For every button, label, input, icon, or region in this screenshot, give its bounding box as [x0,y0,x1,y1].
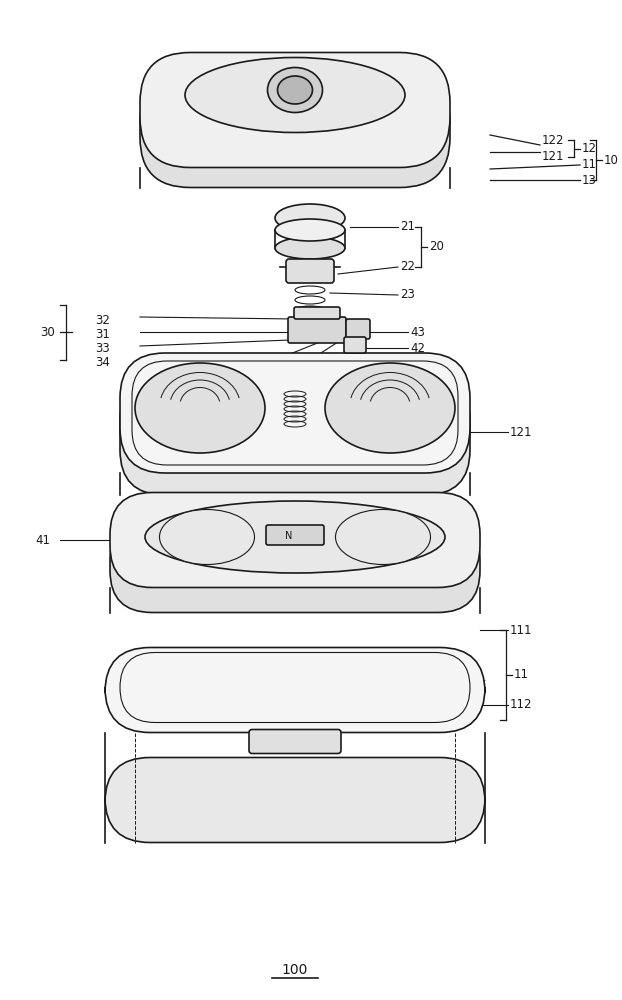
Ellipse shape [267,68,322,112]
FancyBboxPatch shape [286,259,334,283]
Text: N: N [285,531,293,541]
Ellipse shape [275,237,345,259]
Text: 43: 43 [410,326,425,338]
Text: 41: 41 [35,534,50,546]
Text: 100: 100 [282,963,308,977]
Text: 111: 111 [510,624,532,637]
FancyBboxPatch shape [120,353,470,473]
Text: 13: 13 [582,174,597,186]
Ellipse shape [335,510,430,564]
Ellipse shape [275,204,345,232]
FancyBboxPatch shape [110,518,480,612]
Text: 342: 342 [298,357,320,369]
Text: 13: 13 [390,378,405,391]
Ellipse shape [145,501,445,573]
FancyBboxPatch shape [110,492,480,587]
Text: 21: 21 [400,221,415,233]
FancyBboxPatch shape [294,307,340,319]
Text: 112: 112 [510,698,532,712]
Text: 122: 122 [542,133,565,146]
Text: 34: 34 [95,357,110,369]
Ellipse shape [277,76,312,104]
Ellipse shape [275,219,345,241]
Text: 11: 11 [582,158,597,172]
FancyBboxPatch shape [105,648,485,732]
Text: 33: 33 [95,342,109,356]
FancyBboxPatch shape [288,317,346,343]
Text: 121: 121 [510,426,532,438]
Ellipse shape [135,363,265,453]
Ellipse shape [185,57,405,132]
FancyBboxPatch shape [249,730,341,754]
Text: 10: 10 [604,153,619,166]
FancyBboxPatch shape [266,525,324,545]
FancyBboxPatch shape [346,319,370,339]
Text: 341: 341 [265,357,287,369]
Text: 20: 20 [429,240,444,253]
Text: 11: 11 [514,668,529,682]
Text: 22: 22 [400,260,415,273]
Text: 31: 31 [95,328,110,342]
Text: 23: 23 [400,288,415,302]
Text: 12: 12 [582,142,597,155]
Text: 32: 32 [95,314,110,326]
FancyBboxPatch shape [120,375,470,495]
FancyBboxPatch shape [105,758,485,842]
Text: 121: 121 [542,150,565,163]
Text: 42: 42 [410,342,425,355]
FancyBboxPatch shape [344,337,366,353]
Text: 30: 30 [40,326,55,338]
FancyBboxPatch shape [140,73,450,188]
Ellipse shape [159,510,254,564]
FancyBboxPatch shape [140,52,450,167]
Ellipse shape [325,363,455,453]
